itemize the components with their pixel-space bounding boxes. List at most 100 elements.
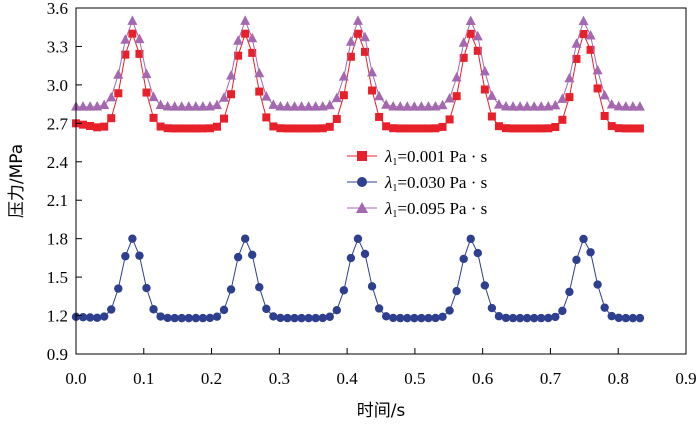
- data-point-s1-2: [86, 121, 95, 130]
- data-point-s3-14: [169, 101, 180, 111]
- data-point-s3-62: [508, 101, 519, 111]
- data-point-s1-59: [487, 112, 496, 121]
- data-point-s1-29: [276, 124, 285, 133]
- data-point-s2-4: [99, 312, 109, 321]
- data-point-s2-43: [374, 304, 384, 313]
- data-point-s2-19: [205, 313, 215, 323]
- data-point-s2-59: [487, 303, 497, 313]
- x-axis-title: 时间/s: [357, 401, 406, 421]
- data-point-s2-21: [219, 305, 229, 315]
- y-tick-label-0: 0.9: [47, 345, 68, 364]
- data-point-s2-28: [269, 312, 278, 321]
- data-point-s1-19: [205, 124, 214, 133]
- data-point-s2-16: [184, 313, 193, 323]
- data-point-s1-69: [558, 115, 567, 124]
- data-point-s1-56: [466, 29, 475, 38]
- data-point-s1-28: [269, 122, 278, 131]
- data-point-s1-45: [389, 124, 398, 133]
- data-point-s2-48: [410, 313, 419, 323]
- legend-sub-3: 1: [392, 209, 397, 220]
- data-point-s2-64: [522, 313, 532, 323]
- data-point-s2-2: [85, 313, 95, 322]
- x-tick-label-8: 0.8: [608, 369, 629, 388]
- data-point-s2-55: [459, 254, 468, 264]
- data-point-s1-63: [516, 124, 525, 133]
- data-point-s3-52: [437, 99, 448, 110]
- data-point-s3-24: [240, 15, 251, 25]
- data-point-s3-47: [402, 101, 413, 111]
- x-tick-label-7: 0.7: [540, 369, 562, 388]
- data-point-s3-30: [282, 101, 293, 111]
- data-point-s2-10: [142, 283, 151, 293]
- data-point-s2-56: [466, 234, 475, 244]
- x-tick-label-6: 0.6: [472, 369, 493, 388]
- x-tick-label-9: 0.9: [675, 369, 696, 388]
- data-point-s2-72: [579, 234, 588, 244]
- data-point-s3-53: [444, 92, 455, 103]
- data-point-s2-44: [381, 312, 391, 321]
- data-point-s3-7: [120, 34, 131, 44]
- data-point-s2-13: [163, 313, 172, 323]
- data-point-s3-34: [310, 101, 321, 111]
- y-tick-label-7: 3.0: [47, 76, 68, 95]
- data-point-s1-50: [424, 124, 433, 133]
- data-point-s1-75: [600, 111, 609, 120]
- data-point-s2-27: [262, 304, 271, 314]
- data-point-s2-65: [529, 313, 539, 323]
- data-point-s1-40: [353, 29, 362, 38]
- data-point-s2-62: [508, 313, 518, 323]
- data-point-s3-23: [233, 35, 244, 45]
- data-point-s2-75: [600, 303, 609, 312]
- x-tick-label-3: 0.3: [269, 369, 290, 388]
- data-point-s1-76: [607, 122, 616, 131]
- data-point-s1-41: [361, 47, 370, 56]
- data-point-s3-13: [162, 100, 173, 111]
- data-point-s2-76: [607, 311, 616, 321]
- data-point-s1-31: [290, 124, 299, 133]
- data-point-s1-44: [382, 122, 391, 131]
- data-point-s3-36: [324, 99, 335, 110]
- data-point-s1-11: [149, 113, 158, 122]
- legend-label-3: λ1=0.095 Pa · s: [384, 199, 487, 220]
- data-point-s1-5: [107, 114, 116, 123]
- legend-sub-2: 1: [392, 183, 397, 194]
- data-point-s1-4: [100, 122, 109, 131]
- data-point-s3-2: [85, 101, 96, 111]
- data-point-s3-27: [261, 91, 272, 101]
- data-point-s3-18: [197, 101, 208, 111]
- data-point-s3-73: [585, 30, 596, 40]
- data-point-s3-71: [571, 38, 582, 48]
- data-point-s2-7: [121, 252, 130, 261]
- data-point-s2-6: [114, 284, 123, 293]
- data-point-s1-15: [177, 124, 186, 133]
- data-point-s3-44: [381, 99, 392, 109]
- data-point-s2-77: [614, 313, 623, 323]
- data-point-s1-8: [128, 29, 137, 38]
- data-point-s3-26: [254, 67, 265, 78]
- data-point-s3-38: [338, 71, 349, 81]
- data-point-s2-42: [367, 282, 377, 291]
- legend-entry-1: λ1=0.001 Pa · s: [347, 147, 487, 168]
- data-point-s1-47: [403, 124, 412, 133]
- data-point-s2-26: [255, 282, 264, 292]
- data-point-s3-60: [493, 99, 504, 109]
- y-tick-label-3: 1.8: [47, 230, 68, 249]
- data-point-s2-33: [304, 313, 313, 323]
- data-point-s2-37: [332, 306, 342, 315]
- data-point-s2-40: [353, 234, 363, 243]
- data-point-s1-70: [565, 93, 574, 102]
- data-point-s2-41: [360, 249, 370, 259]
- legend-symbol-3: λ: [384, 199, 392, 218]
- data-point-s1-49: [417, 124, 426, 133]
- y-tick-label-5: 2.4: [47, 153, 69, 172]
- data-point-s3-9: [134, 33, 145, 44]
- data-point-s1-33: [304, 124, 313, 133]
- data-point-s1-66: [537, 124, 546, 133]
- legend-entry-3: λ1=0.095 Pa · s: [347, 199, 487, 220]
- data-point-s3-3: [92, 100, 103, 111]
- legend-label-1: λ1=0.001 Pa · s: [384, 147, 487, 168]
- data-point-s3-58: [479, 65, 490, 76]
- data-point-s1-17: [191, 124, 200, 133]
- series-line-1: [75, 32, 640, 129]
